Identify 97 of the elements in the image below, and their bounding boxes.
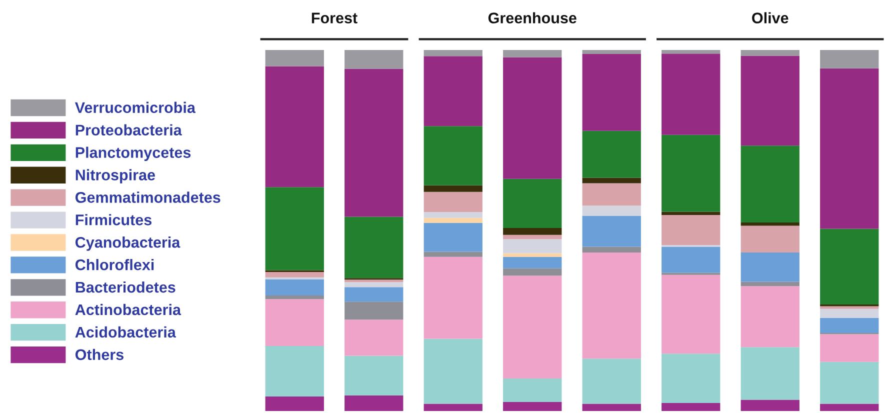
bar [740, 226, 800, 253]
bar [265, 346, 324, 397]
legend-label: Others [75, 348, 124, 360]
bar [503, 234, 562, 240]
bar [582, 130, 641, 178]
legend-label: Verrucomicrobia [74, 102, 196, 114]
bar [424, 126, 482, 186]
bar [503, 276, 562, 379]
bar [662, 214, 720, 245]
bar [582, 54, 641, 131]
bar [424, 192, 482, 212]
bar [424, 404, 482, 411]
bar [424, 256, 482, 339]
bar [503, 256, 562, 268]
text: Greenhouse [488, 12, 576, 24]
bar [424, 50, 482, 56]
bar [265, 295, 324, 300]
bar [582, 50, 641, 54]
bar [344, 50, 404, 69]
bar [820, 334, 879, 362]
bar [265, 66, 324, 188]
bar [740, 282, 800, 286]
legend-label: Cyanobacteria [75, 236, 180, 251]
bar [820, 308, 879, 318]
bar [265, 187, 324, 270]
bar [265, 396, 324, 411]
bar [740, 146, 800, 223]
bar [503, 50, 562, 58]
bar [424, 222, 482, 252]
bar [424, 252, 482, 257]
bar [503, 253, 562, 257]
bar [662, 54, 720, 135]
bar [740, 56, 800, 146]
legend-label: Proteobacteria [76, 124, 182, 136]
legend-label: Firmicutes [76, 214, 152, 226]
bar [503, 378, 562, 402]
bar [503, 402, 562, 411]
bar [820, 318, 879, 334]
bar [662, 134, 720, 212]
bar [344, 287, 404, 302]
bar [820, 68, 879, 229]
bar [344, 282, 404, 288]
bar [662, 274, 720, 354]
bar [740, 347, 800, 400]
bar [740, 222, 800, 226]
bar [582, 216, 641, 247]
bar [344, 68, 404, 217]
legend-label: Actinobacteria [75, 304, 182, 316]
bar [344, 216, 404, 278]
bar [582, 246, 641, 253]
bar [424, 212, 482, 218]
bar [344, 302, 404, 320]
bar [582, 206, 641, 216]
bar [662, 403, 720, 411]
bar [582, 358, 641, 404]
bar [265, 272, 324, 278]
bar [265, 299, 324, 346]
text: Forest [312, 12, 358, 24]
bar [344, 320, 404, 356]
bar [265, 279, 324, 296]
bar [740, 50, 800, 56]
bar [820, 362, 879, 404]
bar [582, 178, 641, 184]
legend-label: Chloroflexi [75, 259, 154, 270]
bar [503, 239, 562, 254]
bar [662, 354, 720, 404]
bar [344, 356, 404, 396]
bar [740, 286, 800, 348]
bar [582, 252, 641, 359]
legend-label: Bacteriodetes [76, 281, 176, 293]
bar [503, 57, 562, 179]
bar [740, 400, 800, 411]
bar [662, 246, 720, 273]
bar [503, 178, 562, 228]
bar [344, 280, 404, 282]
bar [662, 212, 720, 215]
legend-label: Acidobacteria [75, 326, 176, 338]
bar [740, 252, 800, 282]
legend-label: Planctomycetes [76, 146, 191, 161]
legend-label: Nitrospirae [76, 169, 155, 184]
bar [820, 306, 879, 309]
text: Olive [752, 12, 788, 24]
bar [662, 50, 720, 54]
bar [820, 228, 879, 305]
bar [582, 183, 641, 206]
bar [503, 228, 562, 235]
bar [344, 395, 404, 411]
bar [820, 50, 879, 68]
bar [424, 56, 482, 126]
bar [582, 404, 641, 411]
bar [424, 338, 482, 404]
bar [265, 50, 324, 66]
bar [424, 185, 482, 192]
bar [820, 404, 879, 411]
legend-label: Gemmatimonadetes [75, 192, 220, 203]
bar [424, 218, 482, 223]
bar [503, 268, 562, 276]
